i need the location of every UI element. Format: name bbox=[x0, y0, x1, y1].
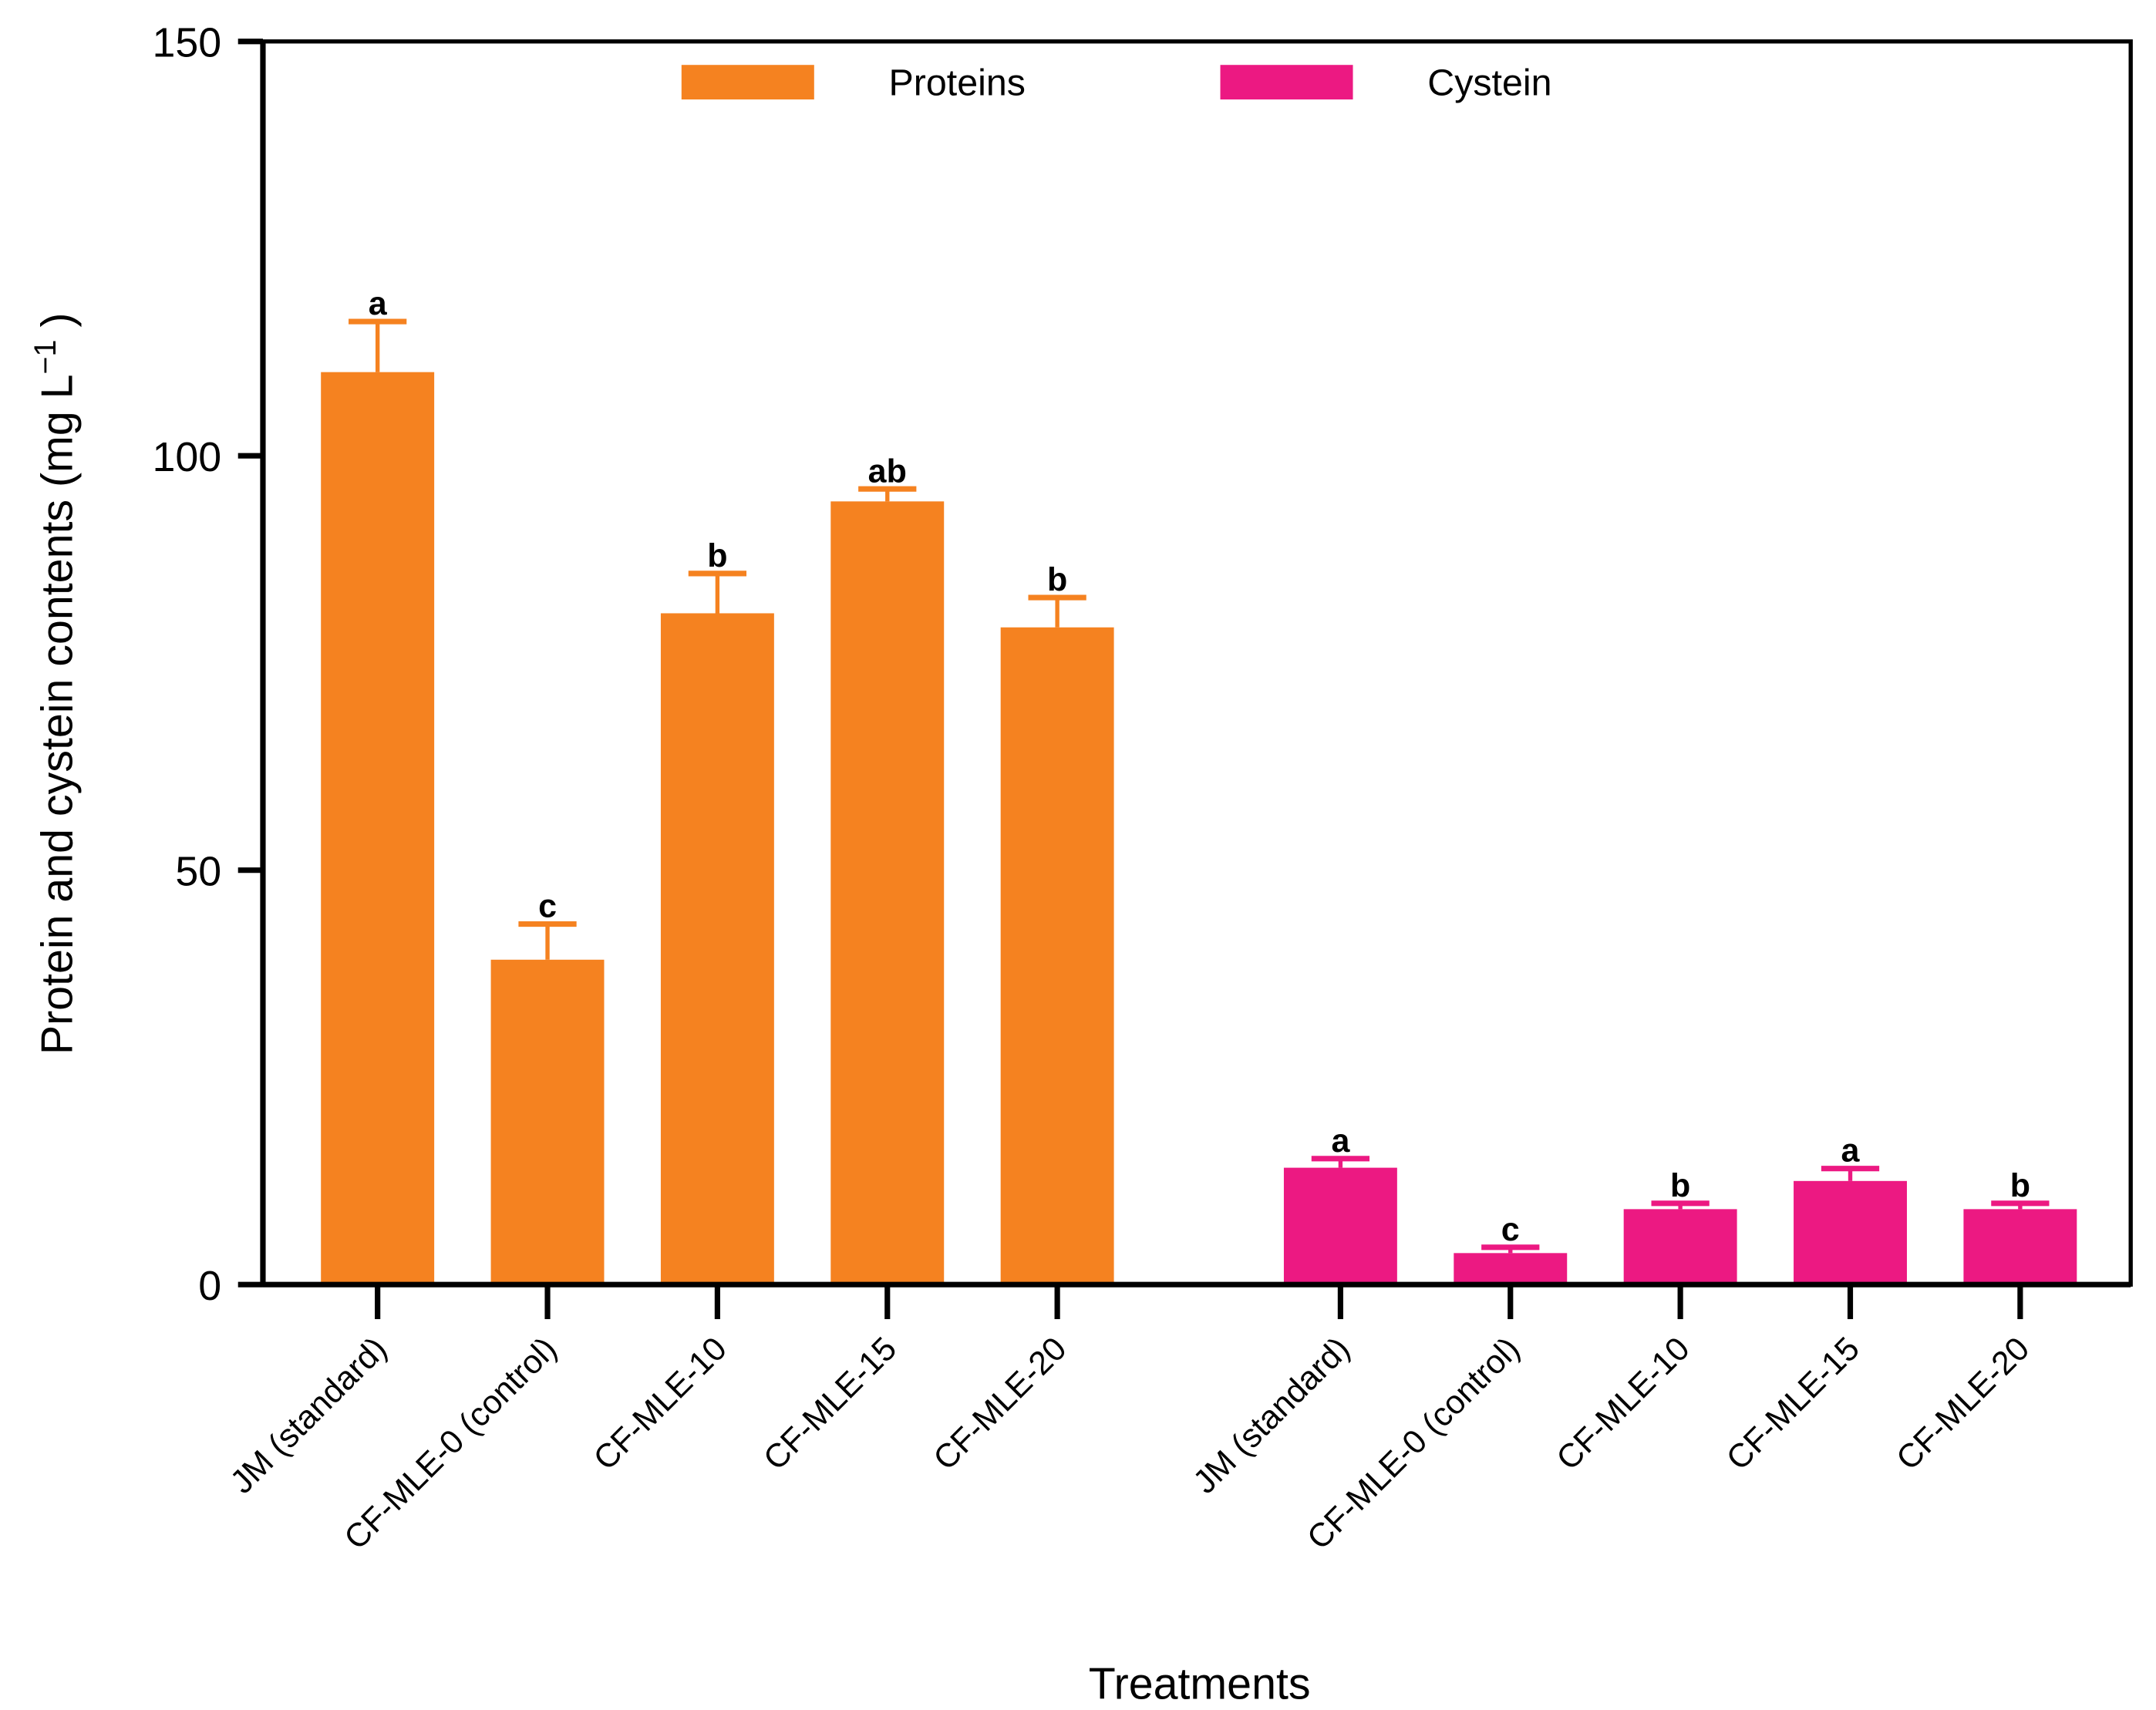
cystein-bar bbox=[1963, 1209, 2077, 1285]
cystein-bar bbox=[1454, 1253, 1568, 1285]
protein-significance-letter: ab bbox=[868, 453, 907, 490]
cystein-significance-letter: a bbox=[1331, 1123, 1350, 1160]
legend-label-cystein: Cystein bbox=[1427, 62, 1551, 104]
cystein-bar bbox=[1794, 1180, 1907, 1285]
x-tick-label: CF-MLE-20 bbox=[927, 1330, 1074, 1477]
protein-significance-letter: a bbox=[369, 285, 388, 322]
protein-significance-letter: b bbox=[707, 537, 727, 574]
protein-significance-letter: b bbox=[1047, 561, 1067, 598]
legend-swatch-proteins bbox=[681, 65, 814, 99]
cystein-bar bbox=[1623, 1209, 1737, 1285]
y-tick-label: 150 bbox=[153, 19, 222, 66]
protein-bar bbox=[1000, 627, 1114, 1285]
legend: Proteins Cystein bbox=[681, 62, 1552, 104]
protein-bar bbox=[660, 613, 774, 1285]
protein-bar bbox=[830, 501, 945, 1285]
cystein-bar bbox=[1283, 1167, 1397, 1285]
x-tick-label: CF-MLE-15 bbox=[1720, 1330, 1867, 1477]
cystein-significance-letter: b bbox=[1670, 1167, 1690, 1204]
cystein-significance-letter: a bbox=[1841, 1133, 1861, 1170]
y-tick-label: 100 bbox=[153, 434, 222, 480]
x-tick-label: CF-MLE-15 bbox=[756, 1330, 904, 1477]
protein-bar bbox=[321, 372, 435, 1285]
legend-label-proteins: Proteins bbox=[889, 62, 1026, 104]
protein-bar bbox=[490, 959, 605, 1285]
x-tick-label: JM (standard) bbox=[1186, 1330, 1356, 1500]
y-tick-label: 0 bbox=[198, 1263, 221, 1309]
x-tick-label: JM (standard) bbox=[224, 1330, 394, 1500]
y-axis-title: Protein and cystein contents (mg L−1 ) bbox=[29, 313, 82, 1055]
x-tick-label: CF-MLE-10 bbox=[1550, 1330, 1697, 1477]
legend-swatch-cystein bbox=[1220, 65, 1353, 99]
x-axis-title: Treatments bbox=[1089, 1660, 1311, 1709]
x-tick-label: CF-MLE-20 bbox=[1889, 1330, 2036, 1477]
x-tick-label: CF-MLE-10 bbox=[587, 1330, 734, 1477]
cystein-significance-letter: b bbox=[2010, 1167, 2030, 1204]
cystein-significance-letter: c bbox=[1501, 1211, 1520, 1248]
y-tick-label: 50 bbox=[175, 848, 221, 894]
protein-significance-letter: c bbox=[538, 888, 557, 925]
